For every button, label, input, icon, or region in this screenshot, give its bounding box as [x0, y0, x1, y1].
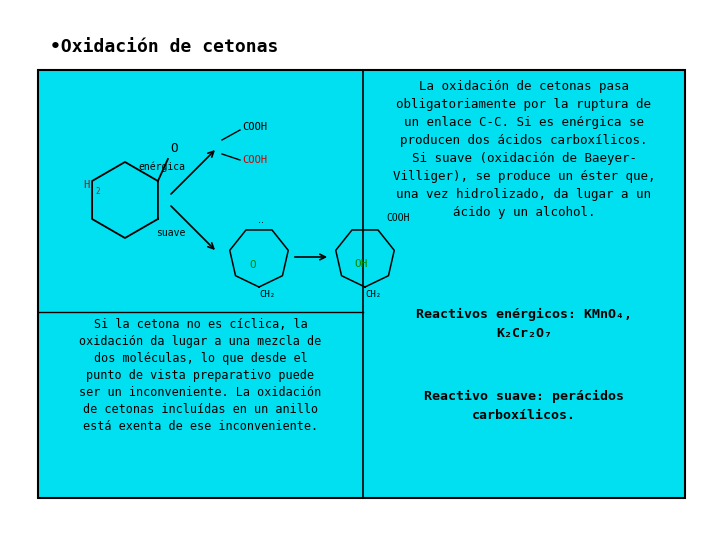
Text: O: O — [170, 142, 177, 155]
Text: CH₂: CH₂ — [259, 290, 275, 299]
Text: H: H — [83, 180, 89, 190]
Text: ..: .. — [258, 215, 264, 225]
Text: O: O — [250, 260, 256, 270]
Text: Si la cetona no es cíclica, la
oxidación da lugar a una mezcla de
dos moléculas,: Si la cetona no es cíclica, la oxidación… — [79, 318, 322, 433]
Text: Reactivos enérgicos: KMnO₄,
K₂Cr₂O₇: Reactivos enérgicos: KMnO₄, K₂Cr₂O₇ — [416, 308, 632, 340]
Text: CH₂: CH₂ — [365, 290, 381, 299]
Text: Reactivo suave: perácidos
carboxílicos.: Reactivo suave: perácidos carboxílicos. — [424, 390, 624, 422]
Text: 2: 2 — [95, 186, 99, 195]
Text: suave: suave — [156, 228, 185, 238]
Text: OH: OH — [354, 259, 368, 269]
Text: enérgica: enérgica — [138, 161, 185, 172]
Text: La oxidación de cetonas pasa
obligatoriamente por la ruptura de
un enlace C-C. S: La oxidación de cetonas pasa obligatoria… — [392, 80, 655, 219]
Text: COOH: COOH — [242, 155, 267, 165]
Text: COOH: COOH — [242, 122, 267, 132]
Bar — [38, 70, 685, 498]
Text: COOH: COOH — [386, 213, 410, 223]
Text: •Oxidación de cetonas: •Oxidación de cetonas — [50, 38, 279, 56]
